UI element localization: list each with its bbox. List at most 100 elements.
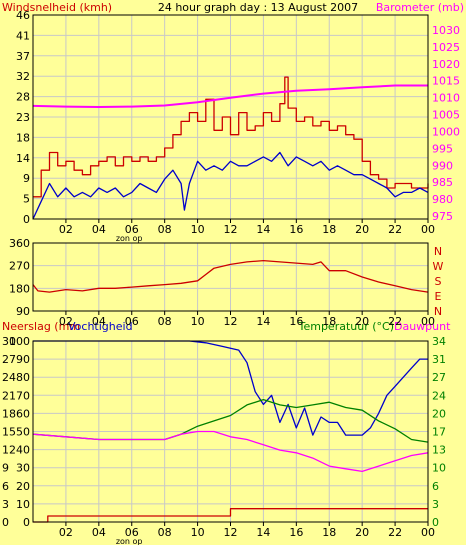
dewpoint-axis-title: Dauwpunt [394,320,451,333]
humidity-axis-title: Vochtigheid [68,320,133,333]
rain-y-tick-label: 30 [2,335,16,348]
climate-sunrise-label: zon op [116,537,143,545]
rain-y-tick-label: 12 [2,444,16,457]
wind-pressure-panel: 0591418232832374146975980985990995100010… [16,9,460,243]
wind-speed-y-tick-label: 9 [23,172,30,185]
direction-x-tick-label: 00 [421,315,435,328]
barometer-y-tick-label: 995 [432,142,453,155]
direction-x-tick-label: 06 [125,315,139,328]
barometer-y-tick-label: 1010 [432,92,460,105]
wind-gust-series [33,76,429,198]
wind-speed-y-tick-label: 41 [16,29,30,42]
wind-speed-y-tick-label: 14 [16,152,30,165]
compass-point-label: N [434,245,442,258]
wind-speed-y-tick-label: 23 [16,111,30,124]
barometer-y-tick-label: 975 [432,210,453,223]
barometer-axis-title: Barometer (mb) [376,1,464,14]
barometer-y-tick-label: 1000 [432,125,460,138]
chart-title: 24 hour graph day : 13 August 2007 [158,1,358,14]
wind-average-series [32,151,429,220]
direction-y-tick-label: 180 [9,282,30,295]
rain-y-tick-label: 6 [2,480,9,493]
climate-x-tick-label: 04 [92,526,106,539]
wind-x-tick-label: 22 [388,223,402,236]
climate-x-tick-label: 12 [224,526,238,539]
direction-x-tick-label: 12 [224,315,238,328]
climate-x-tick-label: 10 [191,526,205,539]
climate-x-tick-label: 16 [289,526,303,539]
humidity-y-tick-label: 60 [16,407,30,420]
direction-x-tick-label: 22 [388,315,402,328]
wind-speed-axis-title: Windsnelheid (kmh) [2,1,112,14]
rain-y-tick-label: 3 [2,498,9,511]
wind-x-tick-label: 18 [322,223,336,236]
temperature-y-tick-label: 0 [432,516,439,529]
compass-point-label: W [433,260,444,273]
rain-axis-title: Neerslag (mm [2,320,80,333]
barometer-y-tick-label: 1025 [432,41,460,54]
climate-x-tick-label: 20 [355,526,369,539]
temperature-y-tick-label: 20 [432,407,446,420]
humidity-y-tick-label: 40 [16,444,30,457]
barometer-series [32,84,428,108]
wind-x-tick-label: 16 [289,223,303,236]
wind-speed-y-tick-label: 0 [23,213,30,226]
compass-point-label: N [434,305,442,318]
rain-y-tick-label: 0 [2,516,9,529]
climate-x-tick-label: 08 [158,526,172,539]
temperature-y-tick-label: 31 [432,353,446,366]
barometer-y-tick-label: 1020 [432,58,460,71]
wind-x-tick-label: 12 [224,223,238,236]
barometer-y-tick-label: 1015 [432,75,460,88]
temperature-y-tick-label: 13 [432,444,446,457]
rain-humidity-temperature-panel: 0102030405060708090100036912151821242730… [2,335,446,545]
rain-y-tick-label: 24 [2,371,16,384]
temperature-y-tick-label: 34 [432,335,446,348]
humidity-y-tick-label: 80 [16,371,30,384]
rain-y-tick-label: 9 [2,462,9,475]
wind-sunrise-label: zon op [116,234,143,243]
wind-speed-y-tick-label: 32 [16,70,30,83]
temperature-y-tick-label: 3 [432,498,439,511]
barometer-y-tick-label: 1030 [432,24,460,37]
wind-speed-y-tick-label: 37 [16,50,30,63]
direction-x-tick-label: 02 [59,315,73,328]
rain-y-tick-label: 18 [2,407,16,420]
humidity-y-tick-label: 70 [16,389,30,402]
temperature-axis-title: Temperatuur (°C) [298,320,394,333]
humidity-y-tick-label: 50 [16,426,30,439]
direction-x-tick-label: 18 [322,315,336,328]
climate-x-tick-label: 14 [256,526,270,539]
wind-x-tick-label: 08 [158,223,172,236]
direction-x-tick-label: 16 [289,315,303,328]
temperature-y-tick-label: 10 [432,462,446,475]
climate-x-tick-label: 00 [421,526,435,539]
humidity-y-tick-label: 0 [23,516,30,529]
temperature-y-tick-label: 17 [432,426,446,439]
direction-x-tick-label: 10 [191,315,205,328]
wind-speed-y-tick-label: 18 [16,131,30,144]
compass-point-label: S [435,275,442,288]
wind-x-tick-label: 06 [125,223,139,236]
climate-x-tick-label: 22 [388,526,402,539]
humidity-y-tick-label: 100 [9,335,30,348]
humidity-y-tick-label: 90 [16,353,30,366]
compass-point-label: E [435,290,442,303]
direction-x-tick-label: 20 [355,315,369,328]
direction-x-tick-label: 08 [158,315,172,328]
direction-y-tick-label: 90 [16,305,30,318]
wind-speed-y-tick-label: 5 [23,193,30,206]
rain-y-tick-label: 15 [2,426,16,439]
wind-speed-y-tick-label: 28 [16,91,30,104]
wind-direction-series [32,259,429,293]
climate-x-tick-label: 18 [322,526,336,539]
wind-speed-y-tick-label: 46 [16,9,30,22]
climate-x-tick-label: 02 [59,526,73,539]
direction-x-tick-label: 04 [92,315,106,328]
direction-y-tick-label: 360 [9,237,30,250]
wind-x-tick-label: 02 [59,223,73,236]
humidity-y-tick-label: 30 [16,462,30,475]
barometer-y-tick-label: 1005 [432,109,460,122]
barometer-y-tick-label: 980 [432,193,453,206]
